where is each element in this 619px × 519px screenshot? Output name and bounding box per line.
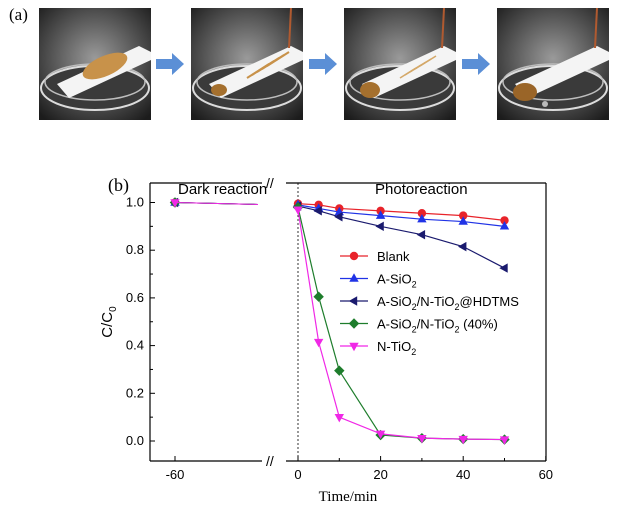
- right-arrow-icon: [156, 53, 184, 75]
- series-point: [334, 365, 345, 376]
- series-point: [293, 206, 303, 215]
- y-tick-label: 0.6: [126, 290, 144, 305]
- legend-marker: [349, 251, 359, 261]
- panel-b-label: (b): [108, 175, 129, 196]
- series-point: [417, 434, 427, 444]
- photo-step-3: [344, 8, 456, 120]
- series-point: [458, 435, 468, 445]
- series-point: [313, 206, 322, 216]
- axis-break-top: //: [266, 175, 274, 191]
- y-tick-label: 0.0: [126, 433, 144, 448]
- photo-step-2: [191, 8, 303, 120]
- series-point: [458, 216, 468, 225]
- legend-label: Blank: [377, 249, 410, 264]
- series-point: [375, 430, 386, 440]
- series-point: [334, 212, 343, 222]
- legend-label: A-SiO2/N-TiO2@HDTMS: [377, 294, 519, 312]
- panel-a-label: (a): [9, 5, 28, 24]
- series-point: [499, 263, 508, 273]
- legend-marker: [349, 273, 359, 282]
- y-tick-label: 0.4: [126, 338, 144, 353]
- x-tick-label: 40: [456, 467, 470, 482]
- series-point: [375, 210, 386, 219]
- y-tick-label: 0.2: [126, 385, 144, 400]
- dark-reaction-label: Dark reaction: [178, 181, 267, 198]
- series-point: [334, 413, 344, 423]
- y-tick-label: 1.0: [126, 195, 144, 210]
- x-tick-label: -60: [166, 467, 185, 482]
- y-tick-label: 0.8: [126, 242, 144, 257]
- chart: (b) // // -60 0 20 40 60 0.0 0.2 0.4 0.6 0.8 1.0 Time/…: [99, 175, 553, 505]
- y-axis-title: C/C0: [99, 306, 119, 338]
- x-tick-label: 20: [373, 467, 387, 482]
- x-tick-label: 0: [294, 467, 301, 482]
- series-line-dark: [174, 202, 259, 205]
- legend-marker: [348, 296, 358, 306]
- series-point: [313, 338, 324, 348]
- series-point: [417, 209, 427, 218]
- series-point: [499, 436, 510, 445]
- series-point: [313, 291, 324, 302]
- series-point: [458, 241, 467, 252]
- x-axis-title: Time/min: [319, 489, 378, 505]
- legend-label: A-SiO2/N-TiO2 (40%): [377, 317, 498, 335]
- series-point: [417, 213, 427, 223]
- legend-label: A-SiO2: [377, 272, 417, 290]
- series-point: [500, 216, 509, 225]
- series-point: [499, 221, 510, 230]
- photoreaction-label: Photoreaction: [375, 181, 468, 198]
- series-point: [459, 211, 468, 220]
- legend-marker: [349, 342, 359, 352]
- x-tick-label: 60: [539, 467, 553, 482]
- legend-label: N-TiO2: [377, 339, 416, 357]
- axis-break-bottom: //: [266, 453, 274, 469]
- series-point: [416, 229, 426, 240]
- right-arrow-icon: [462, 53, 490, 75]
- photo-step-1: [39, 8, 151, 120]
- series-line: [297, 204, 505, 227]
- series-point: [170, 199, 180, 208]
- series-point: [375, 221, 384, 232]
- photo-step-4: [497, 8, 609, 120]
- right-arrow-icon: [309, 53, 337, 75]
- legend-marker: [348, 318, 360, 329]
